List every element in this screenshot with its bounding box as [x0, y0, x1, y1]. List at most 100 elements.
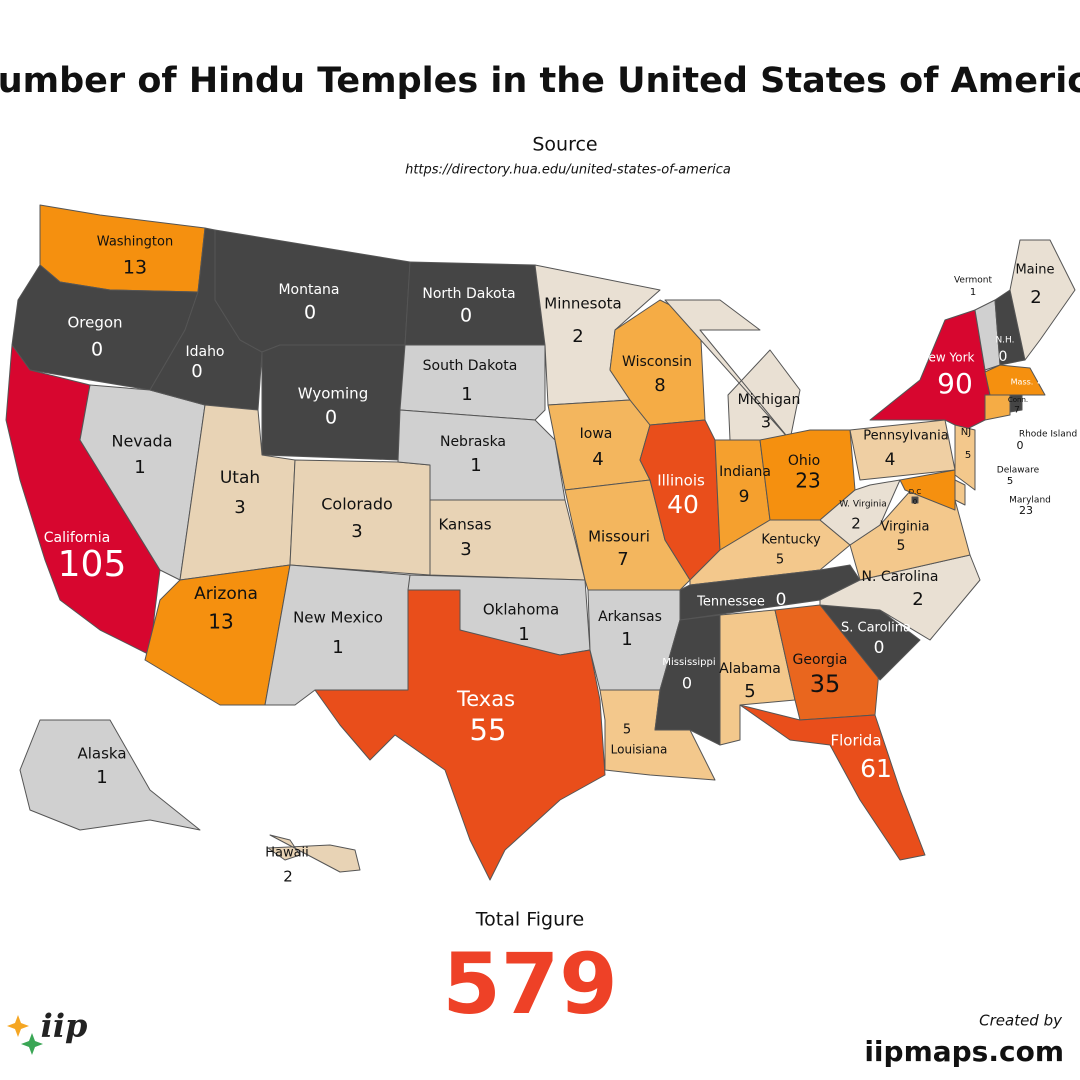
state-value: 9 — [739, 487, 750, 507]
state-value: 4 — [592, 449, 603, 470]
state-name: New Mexico — [293, 609, 383, 627]
state-name: Wyoming — [298, 385, 368, 403]
state-value: 105 — [58, 544, 127, 585]
state-shape — [264, 564, 411, 706]
state-value: 1 — [970, 287, 976, 298]
state-value: 1 — [470, 455, 481, 476]
state-value: 0 — [304, 302, 316, 324]
state-value: 23 — [1019, 504, 1033, 517]
state-name: Florida — [830, 732, 881, 750]
state-name: Louisiana — [611, 743, 668, 757]
state-name: Missouri — [588, 528, 650, 546]
state-name: Georgia — [793, 652, 848, 668]
source-label: Source — [532, 134, 597, 156]
state-value: 3 — [460, 539, 471, 560]
state-value: 13 — [123, 257, 147, 279]
state-name: N.H. — [995, 336, 1014, 346]
state-value: 0 — [913, 498, 917, 506]
state-shape — [984, 364, 1046, 396]
state-name: Alabama — [719, 661, 781, 677]
state-shape — [429, 499, 586, 581]
state-shape — [954, 424, 976, 491]
state-shape — [911, 496, 919, 504]
state-value: 1 — [96, 767, 107, 788]
state-value: 0 — [999, 349, 1008, 365]
state-shape — [547, 399, 651, 491]
state-value: 2 — [912, 589, 923, 610]
state-value: 2 — [1030, 287, 1041, 308]
state-value: 7 — [617, 549, 628, 570]
state-name: Tennessee — [696, 595, 765, 610]
state-value: 5 — [744, 681, 755, 702]
source-url: https://directory.hua.edu/united-states-… — [405, 163, 731, 178]
states — [5, 204, 1076, 881]
state-shape — [1009, 239, 1076, 361]
state-shape — [1009, 394, 1023, 413]
state-value: 0 — [325, 407, 337, 429]
state-value: 22 — [1037, 373, 1054, 388]
state-value: 23 — [795, 469, 820, 493]
state-name: Mass. — [1011, 378, 1034, 387]
title: Number of Hindu Temples in the United St… — [0, 61, 1080, 101]
state-value: 90 — [937, 367, 973, 400]
total-label: Total Figure — [475, 909, 584, 931]
state-value: 61 — [860, 754, 892, 783]
state-value: 3 — [761, 413, 771, 432]
state-name: Pennsylvania — [863, 429, 948, 444]
state-value: 0 — [460, 305, 472, 327]
state-name: New York — [920, 351, 975, 365]
state-value: 2 — [283, 868, 293, 886]
state-shape — [314, 589, 606, 881]
state-name: California — [44, 530, 110, 546]
site: iipmaps.com — [864, 1035, 1064, 1068]
state-name: Delaware — [997, 466, 1040, 476]
state-name: D.C — [909, 488, 922, 496]
state-shape — [267, 834, 361, 873]
logo-star — [21, 1033, 43, 1055]
state-name: Alaska — [77, 745, 126, 763]
state-name: Indiana — [719, 464, 771, 480]
state-value: 13 — [208, 610, 233, 634]
state-name: Kentucky — [761, 533, 821, 548]
state-name: Wisconsin — [622, 354, 692, 370]
state-value: 2 — [851, 515, 861, 533]
state-shape — [664, 299, 801, 441]
state-value: 1 — [518, 624, 529, 645]
state-name: Arkansas — [598, 609, 662, 625]
state-name: Maryland — [1009, 496, 1051, 506]
state-name: W. Virginia — [839, 500, 887, 510]
state-name: Michigan — [738, 392, 801, 408]
state-value: 1 — [134, 457, 145, 478]
state-shape — [399, 344, 546, 421]
state-value: 55 — [470, 713, 507, 747]
state-name: Mississippi — [662, 657, 715, 668]
state-value: 5 — [623, 723, 631, 738]
state-value: 5 — [897, 538, 906, 554]
state-value: 0 — [874, 638, 885, 658]
state-name: Conn. — [1008, 396, 1028, 404]
state-value: 35 — [810, 670, 841, 698]
state-name: Hawaii — [265, 846, 309, 861]
total-value: 579 — [442, 935, 617, 1033]
state-name: Colorado — [321, 495, 393, 514]
state-shape — [739, 704, 926, 861]
state-name: Vermont — [954, 276, 993, 286]
state-value: 8 — [654, 375, 665, 396]
state-name: Oregon — [67, 314, 122, 332]
state-name: Texas — [456, 687, 515, 711]
state-value: 1 — [621, 629, 632, 650]
logo-text: iip — [41, 1007, 88, 1045]
state-value: 40 — [667, 490, 699, 519]
state-name: Utah — [220, 468, 260, 488]
state-name: NJ — [961, 427, 971, 438]
state-name: S. Carolina — [841, 621, 911, 636]
state-name: Minnesota — [544, 295, 621, 313]
state-value: 1 — [461, 384, 472, 405]
state-name: Iowa — [580, 426, 613, 442]
state-shape — [289, 459, 431, 576]
state-name: Ohio — [788, 453, 820, 469]
state-value: 5 — [965, 450, 971, 461]
state-shape — [954, 479, 966, 506]
state-name: Montana — [278, 282, 339, 298]
